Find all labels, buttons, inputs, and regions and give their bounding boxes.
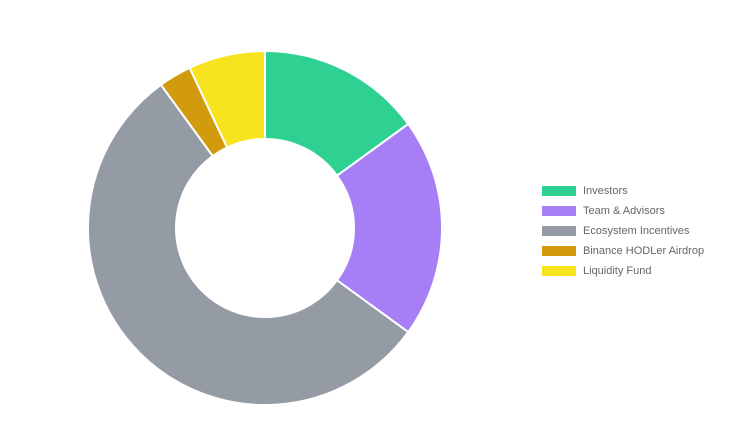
slice-liquidity-fund[interactable] bbox=[188, 49, 266, 149]
legend-item-team-advisors[interactable]: Team & Advisors bbox=[542, 201, 704, 221]
legend-label: Investors bbox=[583, 185, 628, 197]
legend-label: Ecosystem Incentives bbox=[583, 225, 690, 237]
legend-item-investors[interactable]: Investors bbox=[542, 181, 704, 201]
slice-team-advisors[interactable] bbox=[335, 122, 443, 334]
legend-swatch bbox=[542, 226, 576, 236]
legend-swatch bbox=[542, 206, 576, 216]
legend-label: Binance HODLer Airdrop bbox=[583, 245, 705, 257]
chart-legend: Investors Team & Advisors Ecosystem Incent… bbox=[542, 181, 704, 281]
legend-swatch bbox=[542, 246, 576, 256]
legend-item-ecosystem-incentives[interactable]: Ecosystem Incentives bbox=[542, 221, 704, 241]
slice-ecosystem-incentives[interactable] bbox=[87, 83, 410, 406]
legend-label: Liquidity Fund bbox=[583, 265, 652, 277]
legend-label: Team & Advisors bbox=[583, 205, 665, 217]
slice-investors[interactable] bbox=[264, 49, 410, 178]
legend-swatch bbox=[542, 266, 576, 276]
legend-item-binance-hodler-airdrop[interactable]: Binance HODLer Airdrop bbox=[542, 241, 704, 261]
legend-swatch bbox=[542, 186, 576, 196]
legend-item-liquidity-fund[interactable]: Liquidity Fund bbox=[542, 261, 704, 281]
